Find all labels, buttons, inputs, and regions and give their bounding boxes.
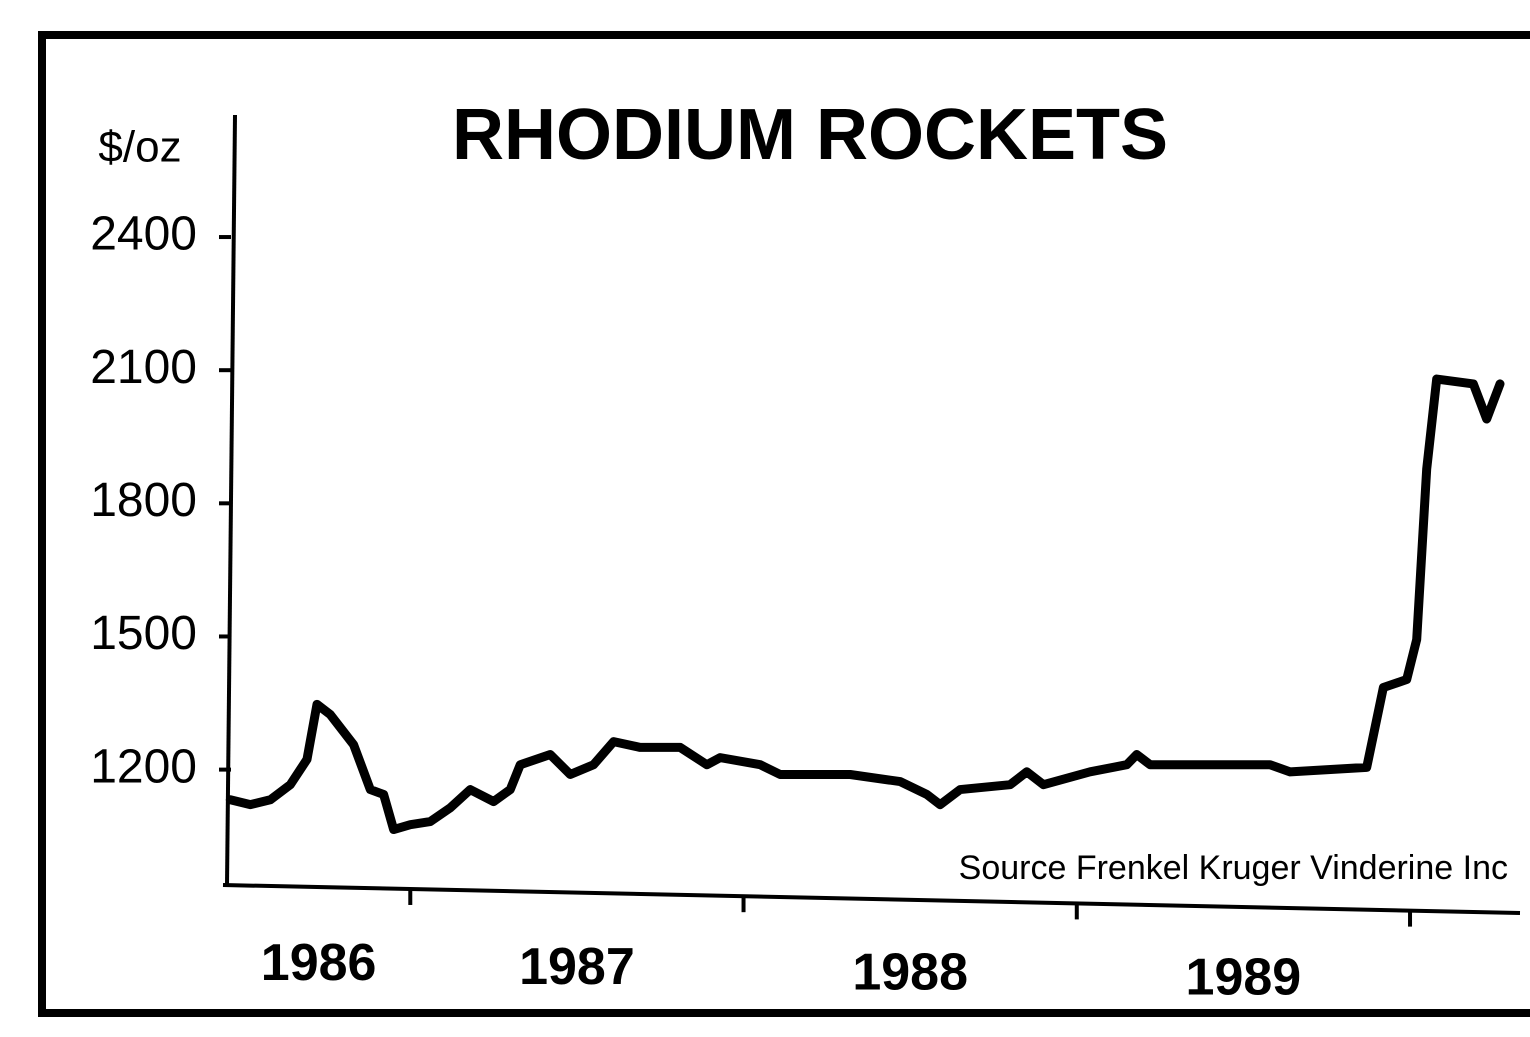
x-tick-label: 1986 <box>261 934 377 992</box>
x-tick-label: 1987 <box>519 938 635 996</box>
x-tick-label: 1988 <box>852 943 968 1001</box>
y-tick-label: 1200 <box>90 740 197 793</box>
x-tick-label: 1989 <box>1186 948 1302 1006</box>
x-axis <box>222 883 1521 915</box>
y-tick-label: 1500 <box>90 607 197 660</box>
y-axis <box>225 114 237 886</box>
y-tick-label: 1800 <box>90 474 197 527</box>
price-line <box>225 374 1505 835</box>
frame <box>38 31 1530 1017</box>
source-note: Source Frenkel Kruger Vinderine Inc <box>959 849 1508 887</box>
y-axis-label: $/oz <box>98 123 181 172</box>
y-tick-label: 2400 <box>90 208 197 261</box>
y-tick-label: 2100 <box>90 341 197 394</box>
chart-title: RHODIUM ROCKETS <box>452 95 1168 175</box>
